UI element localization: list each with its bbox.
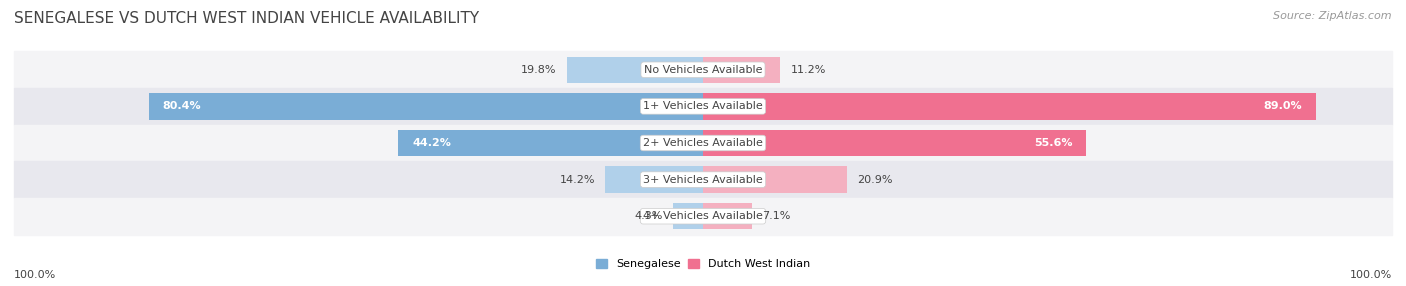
Text: 2+ Vehicles Available: 2+ Vehicles Available — [643, 138, 763, 148]
Text: 80.4%: 80.4% — [163, 102, 201, 111]
Bar — [14, 125, 1392, 161]
Bar — [14, 88, 1392, 125]
Text: 20.9%: 20.9% — [858, 175, 893, 184]
Text: 89.0%: 89.0% — [1264, 102, 1302, 111]
Text: 100.0%: 100.0% — [14, 270, 56, 280]
Bar — [14, 198, 1392, 235]
Text: 19.8%: 19.8% — [520, 65, 557, 75]
Text: 100.0%: 100.0% — [1350, 270, 1392, 280]
Text: 14.2%: 14.2% — [560, 175, 595, 184]
Bar — [605, 166, 703, 193]
Legend: Senegalese, Dutch West Indian: Senegalese, Dutch West Indian — [596, 259, 810, 269]
Bar — [567, 57, 703, 83]
Bar — [149, 93, 703, 120]
Bar — [14, 51, 1392, 88]
Bar — [398, 130, 703, 156]
Bar — [703, 57, 780, 83]
Text: Source: ZipAtlas.com: Source: ZipAtlas.com — [1274, 11, 1392, 21]
Text: 1+ Vehicles Available: 1+ Vehicles Available — [643, 102, 763, 111]
Text: SENEGALESE VS DUTCH WEST INDIAN VEHICLE AVAILABILITY: SENEGALESE VS DUTCH WEST INDIAN VEHICLE … — [14, 11, 479, 26]
Text: 44.2%: 44.2% — [412, 138, 451, 148]
Text: 3+ Vehicles Available: 3+ Vehicles Available — [643, 175, 763, 184]
Text: No Vehicles Available: No Vehicles Available — [644, 65, 762, 75]
Text: 11.2%: 11.2% — [790, 65, 825, 75]
Text: 4+ Vehicles Available: 4+ Vehicles Available — [643, 211, 763, 221]
Bar — [703, 203, 752, 229]
Text: 4.3%: 4.3% — [634, 211, 664, 221]
Text: 55.6%: 55.6% — [1033, 138, 1073, 148]
Bar — [703, 130, 1085, 156]
Bar — [14, 161, 1392, 198]
Text: 7.1%: 7.1% — [762, 211, 790, 221]
Bar — [703, 166, 846, 193]
Bar — [703, 93, 1316, 120]
Bar — [673, 203, 703, 229]
